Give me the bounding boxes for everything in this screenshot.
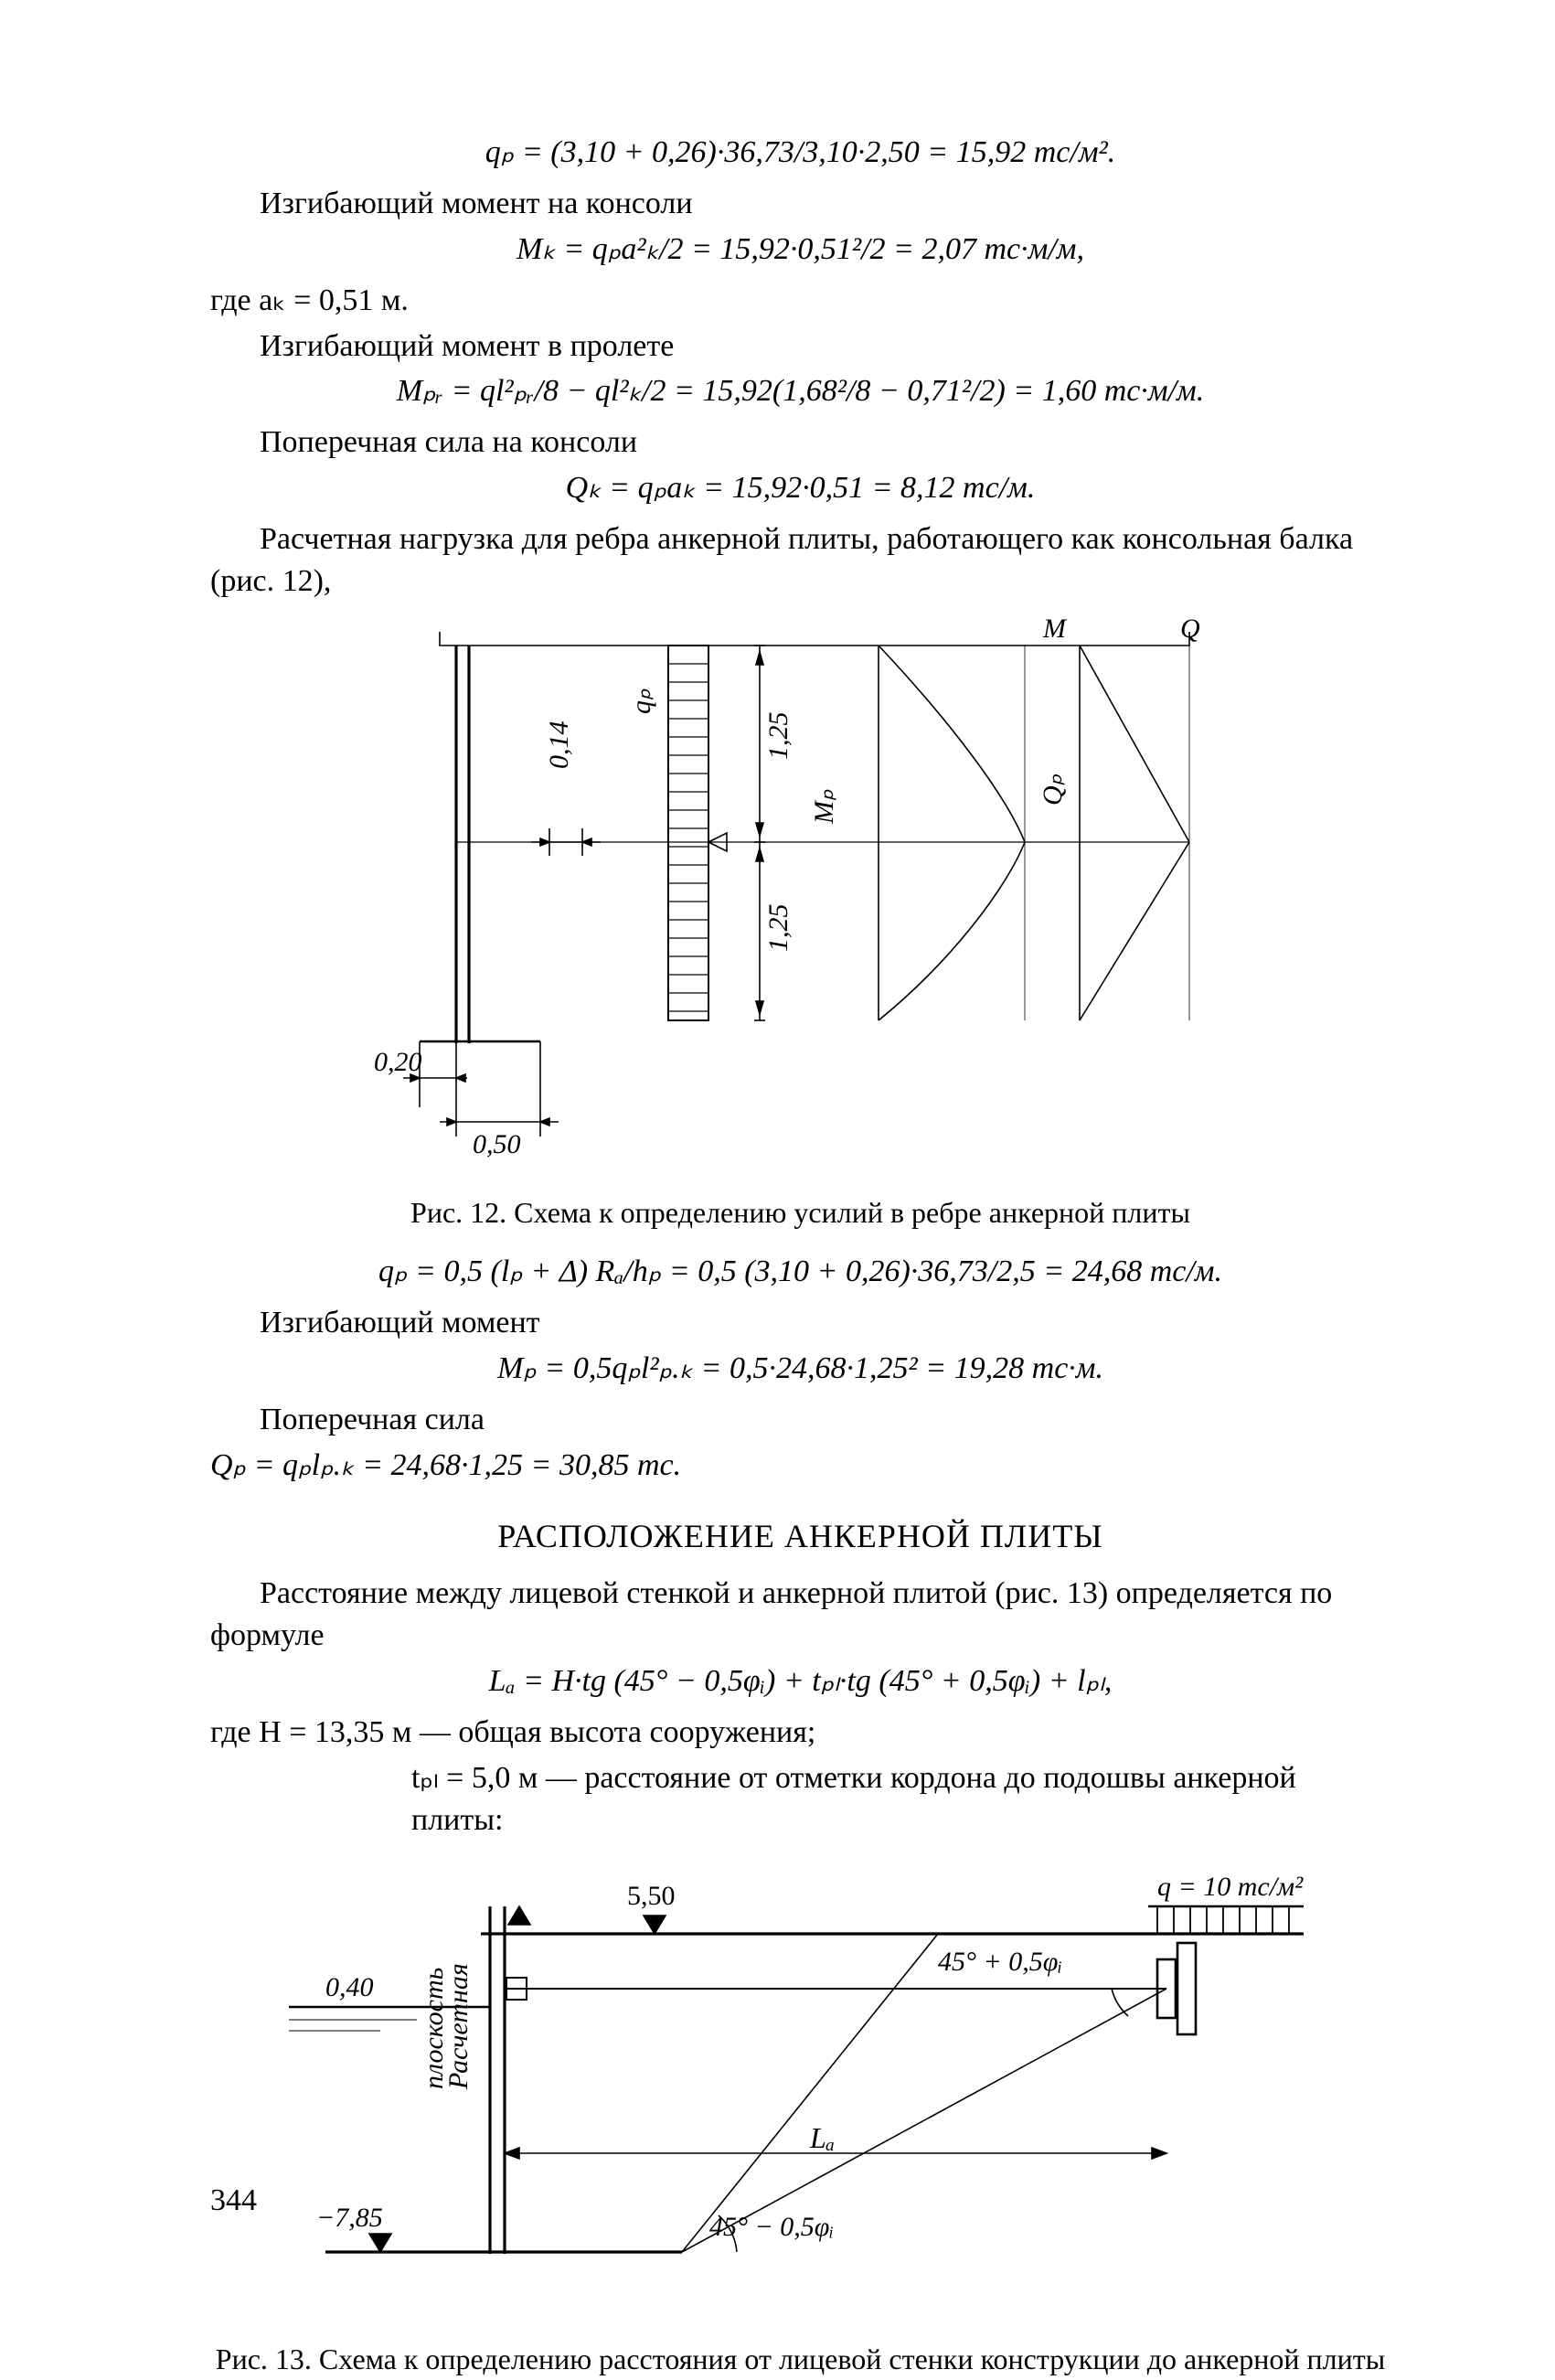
eq-mp: Mₚ = 0,5qₚl²ₚ.ₖ = 0,5·24,68·1,25² = 19,2… bbox=[210, 1348, 1390, 1390]
text-where-H: где H = 13,35 м — общая высота сооружени… bbox=[210, 1712, 1390, 1754]
figure-12: qₚ 0,14 1,25 1,25 Mₚ M Q Qₚ 0,20 0,50 bbox=[367, 614, 1235, 1180]
fig12-label-q: Q bbox=[1180, 614, 1200, 644]
fig13-level-785: −7,85 bbox=[316, 2203, 383, 2233]
eq-qp-shear: Qₚ = qₚlₚ.ₖ = 24,68·1,25 = 30,85 тс. bbox=[210, 1445, 1390, 1487]
fig12-dim-020: 0,20 bbox=[374, 1047, 422, 1077]
fig13-label-plane2: плоскость bbox=[419, 1968, 449, 2089]
text-bending-span: Изгибающий момент в пролете bbox=[210, 326, 1390, 368]
fig12-label-mp: Mₚ bbox=[809, 789, 839, 825]
fig13-label-q: q = 10 тс/м² bbox=[1157, 1872, 1304, 1902]
text-shear-cantilever: Поперечная сила на консоли bbox=[210, 422, 1390, 464]
fig13-level-040: 0,40 bbox=[325, 1972, 374, 2002]
eq-qp: qₚ = (3,10 + 0,26)·36,73/3,10·2,50 = 15,… bbox=[210, 132, 1390, 174]
eq-mpr: Mₚᵣ = ql²ₚᵣ/8 − ql²ₖ/2 = 15,92(1,68²/8 −… bbox=[210, 370, 1390, 412]
text-where-ak: где aₖ = 0,51 м. bbox=[210, 280, 1390, 322]
eq-mk: Mₖ = qₚa²ₖ/2 = 15,92·0,51²/2 = 2,07 тс·м… bbox=[210, 229, 1390, 271]
figure-13-caption: Рис. 13. Схема к определению расстояния … bbox=[210, 2340, 1390, 2379]
fig12-dim-125b: 1,25 bbox=[763, 903, 793, 952]
figure-12-caption: Рис. 12. Схема к определению усилий в ре… bbox=[210, 1193, 1390, 1233]
text-where-tpl: tₚₗ = 5,0 м — расстояние от отметки корд… bbox=[210, 1757, 1390, 1841]
fig13-angle-minus: 45° − 0,5φᵢ bbox=[709, 2212, 834, 2242]
fig12-label-m: M bbox=[1042, 614, 1068, 644]
page-number: 344 bbox=[210, 2180, 257, 2222]
text-bending-moment: Изгибающий момент bbox=[210, 1302, 1390, 1344]
figure-13: Расчетная плоскость 0,40 5,50 −7,85 Lₐ 4… bbox=[280, 1852, 1322, 2327]
eq-la: Lₐ = H·tg (45° − 0,5φᵢ) + tₚₗ·tg (45° + … bbox=[210, 1660, 1390, 1702]
eq-qp2: qₚ = 0,5 (lₚ + Δ) Rₐ/hₚ = 0,5 (3,10 + 0,… bbox=[210, 1251, 1390, 1293]
text-rib-load: Расчетная нагрузка для ребра анкерной пл… bbox=[210, 518, 1390, 603]
text-bending-cantilever: Изгибающий момент на консоли bbox=[210, 183, 1390, 225]
fig12-dim-014: 0,14 bbox=[544, 720, 574, 769]
page: qₚ = (3,10 + 0,26)·36,73/3,10·2,50 = 15,… bbox=[0, 0, 1555, 2322]
fig12-dim-050: 0,50 bbox=[473, 1129, 521, 1159]
eq-qk: Qₖ = qₚaₖ = 15,92·0,51 = 8,12 тс/м. bbox=[210, 467, 1390, 509]
section-heading: РАСПОЛОЖЕНИЕ АНКЕРНОЙ ПЛИТЫ bbox=[210, 1514, 1390, 1559]
fig12-label-qp: qₚ bbox=[626, 688, 656, 714]
fig13-level-550: 5,50 bbox=[627, 1881, 676, 1911]
text-distance: Расстояние между лицевой стенкой и анкер… bbox=[210, 1573, 1390, 1657]
fig13-angle-plus: 45° + 0,5φᵢ bbox=[938, 1947, 1062, 1977]
fig13-label-la: Lₐ bbox=[809, 2121, 835, 2154]
fig12-label-qp2: Qₚ bbox=[1038, 774, 1068, 806]
text-shear-force: Поперечная сила bbox=[210, 1399, 1390, 1441]
fig12-dim-125a: 1,25 bbox=[763, 711, 793, 760]
